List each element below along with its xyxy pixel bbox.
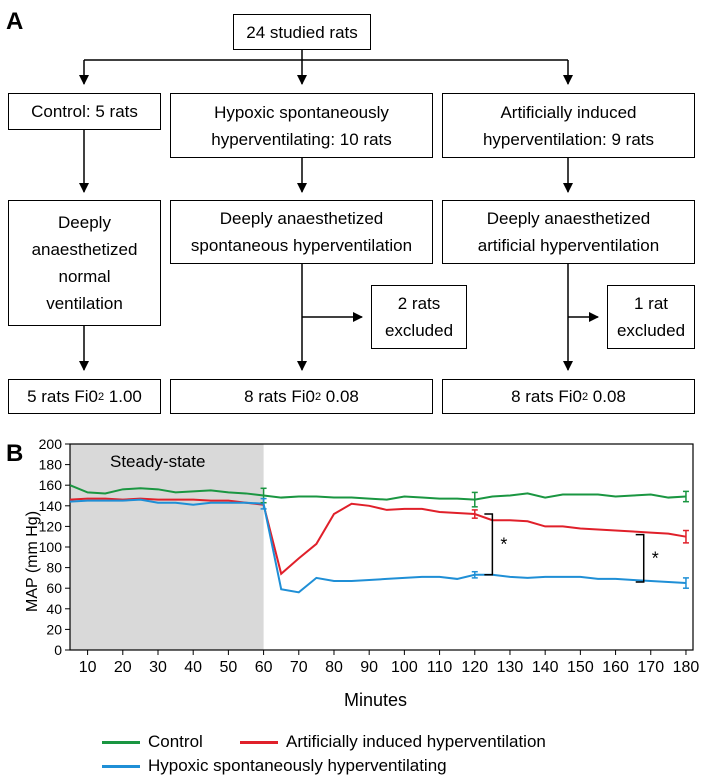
legend-control: Control [102,732,203,752]
x-tick-label: 30 [149,659,167,676]
hypoxic-group-box: Hypoxic spontaneously hyperventilating: … [170,93,433,158]
legend-swatch-artificial [240,740,278,744]
control-final-prefix: 5 rats Fi0 [27,387,98,406]
artificial-group-box: Artificially induced hyperventilation: 9… [442,93,695,158]
control-group-box: Control: 5 rats [8,93,161,130]
artificial-final-box: 8 rats Fi0 2 0.08 [442,379,695,414]
total-rats-box: 24 studied rats [233,14,371,50]
artificial-procedure-box: Deeply anaesthetized artificial hyperven… [442,200,695,264]
y-tick-label: 140 [39,498,63,514]
significance-bracket [635,533,645,583]
legend-hypoxic: Hypoxic spontaneously hyperventilating [102,756,447,776]
artificial-final-suffix: 0.08 [588,387,626,406]
significance-star: * [652,548,659,568]
x-tick-label: 90 [360,659,378,676]
y-tick-label: 40 [46,601,62,617]
legend-label-hypoxic: Hypoxic spontaneously hyperventilating [148,756,447,775]
panel-a-label: A [6,8,24,35]
control-final-suffix: 1.00 [104,387,142,406]
significance-bracket [484,513,494,576]
x-tick-label: 80 [325,659,343,676]
hypoxic-final-suffix: 0.08 [321,387,359,406]
x-tick-label: 60 [255,659,273,676]
y-tick-label: 0 [54,642,62,658]
x-tick-label: 130 [497,659,524,676]
steady-state-region [70,444,264,650]
x-tick-label: 170 [637,659,664,676]
legend-label-artificial: Artificially induced hyperventilation [286,732,546,751]
x-tick-label: 180 [673,659,700,676]
artificial-excluded-box: 1 rat excluded [607,285,695,349]
x-tick-label: 120 [461,659,488,676]
hypoxic-excluded-box: 2 rats excluded [371,285,467,349]
control-final-box: 5 rats Fi0 2 1.00 [8,379,161,414]
series-line-1 [69,497,687,576]
y-tick-label: 80 [46,560,62,576]
x-tick-label: 70 [290,659,308,676]
y-tick-label: 120 [39,518,63,534]
series-line-0 [69,484,687,501]
x-tick-label: 40 [184,659,202,676]
panel-b-label: B [6,440,24,467]
x-axis-title: Minutes [344,690,408,710]
legend-swatch-hypoxic [102,764,140,768]
y-tick-label: 20 [46,621,62,637]
x-tick-label: 150 [567,659,594,676]
significance-star: * [500,534,507,554]
x-tick-label: 100 [391,659,418,676]
x-tick-label: 50 [219,659,237,676]
hypoxic-final-box: 8 rats Fi0 2 0.08 [170,379,433,414]
y-tick-label: 200 [39,436,63,452]
series-line-2 [69,498,687,594]
legend-artificial: Artificially induced hyperventilation [240,732,546,752]
y-tick-label: 60 [46,580,62,596]
control-procedure-box: Deeply anaesthetized normal ventilation [8,200,161,326]
artificial-final-prefix: 8 rats Fi0 [511,387,582,406]
y-tick-label: 160 [39,477,63,493]
hypoxic-procedure-box: Deeply anaesthetized spontaneous hyperve… [170,200,433,264]
y-axis-title: MAP (mm Hg) [24,510,41,612]
y-tick-label: 180 [39,457,63,473]
x-tick-label: 20 [114,659,132,676]
x-tick-label: 110 [427,659,453,676]
x-tick-label: 160 [602,659,629,676]
y-tick-label: 100 [39,539,63,555]
x-tick-label: 10 [79,659,97,676]
x-tick-label: 140 [532,659,559,676]
legend-swatch-control [102,740,140,744]
hypoxic-final-prefix: 8 rats Fi0 [244,387,315,406]
legend-label-control: Control [148,732,203,751]
steady-state-label: Steady-state [110,452,206,471]
